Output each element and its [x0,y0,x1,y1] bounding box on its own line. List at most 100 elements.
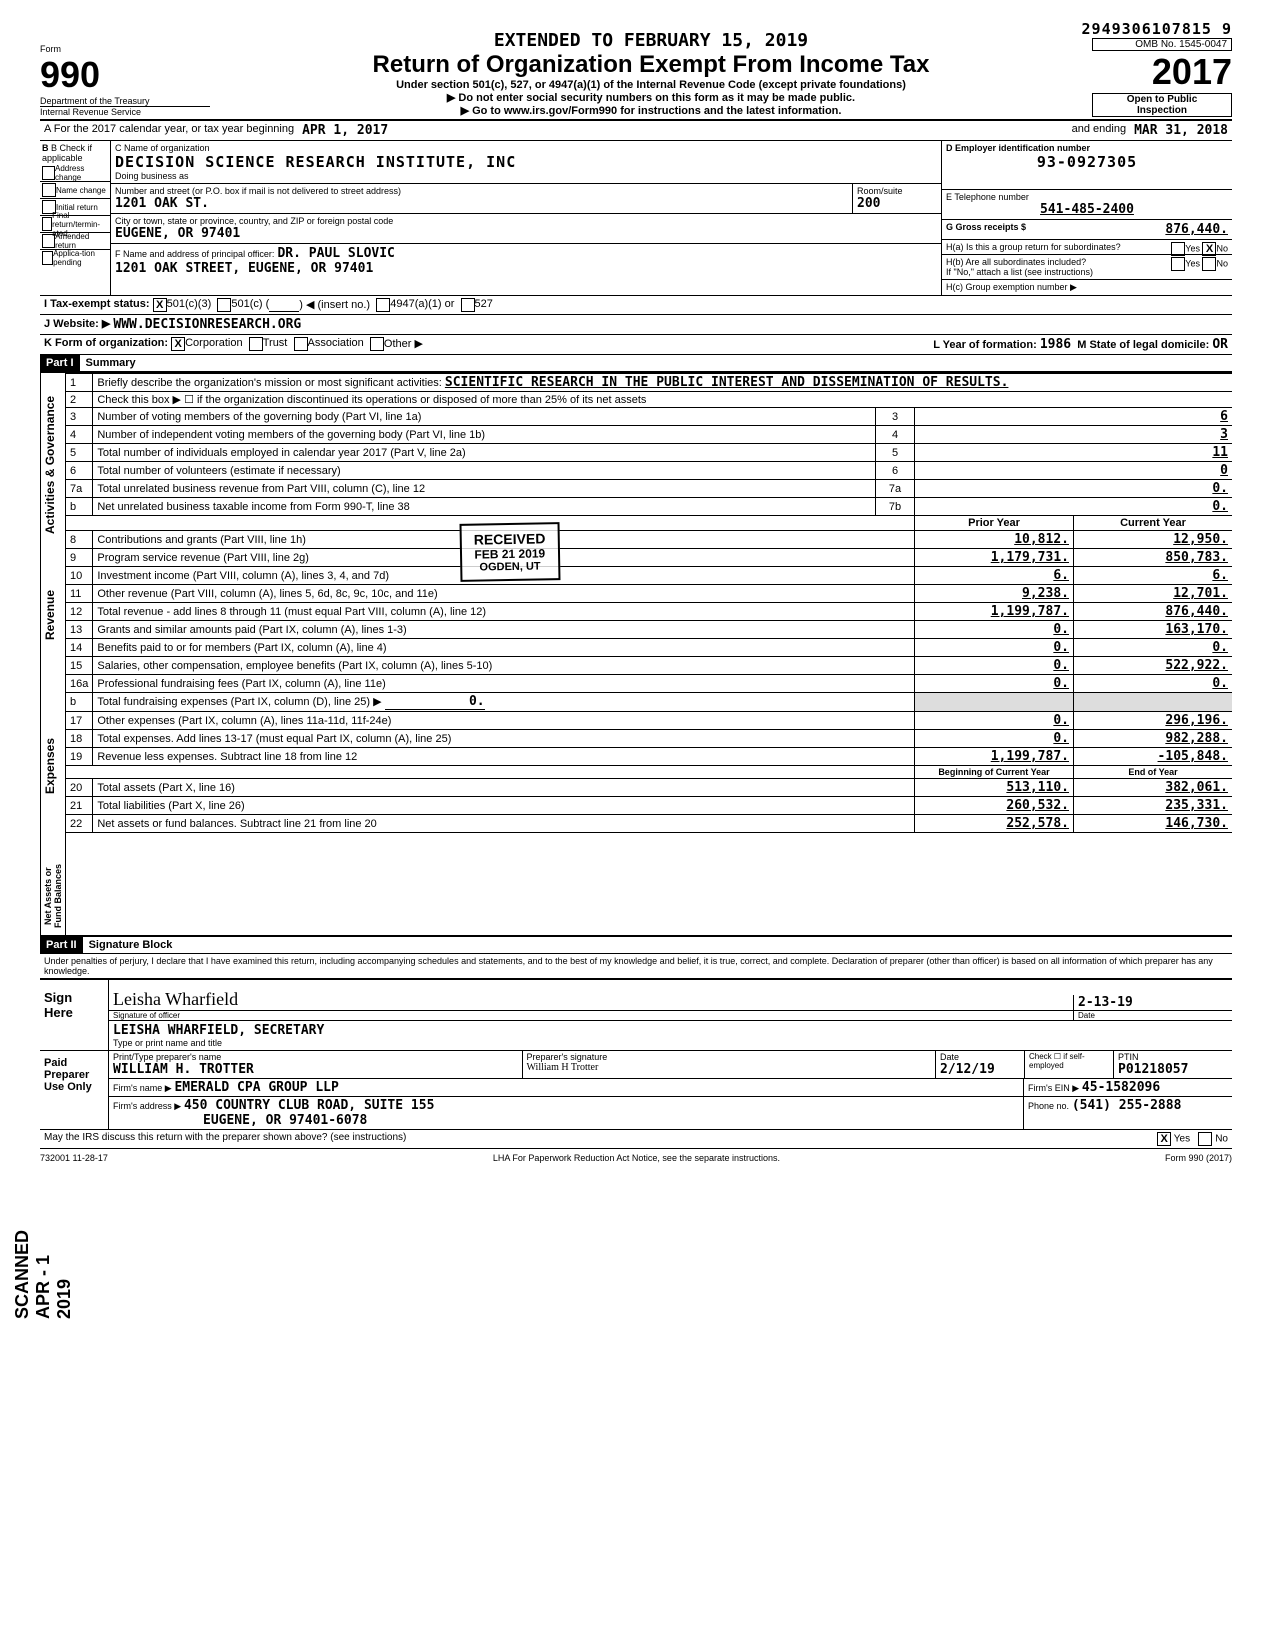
side-expenses: Expenses [40,674,65,857]
row-val: 6 [915,408,1233,426]
part-ii-title: Part II [40,937,83,953]
chk-address-change[interactable] [42,166,55,180]
row-prior: 0. [915,639,1074,657]
row-curr: 146,730. [1074,815,1233,833]
row-label: Number of voting members of the governin… [93,408,876,426]
chk-name-change[interactable] [42,183,56,197]
addr-label: Number and street (or P.O. box if mail i… [115,186,848,196]
row-curr: 0. [1074,639,1233,657]
part-ii-header: Part II Signature Block [40,935,1232,954]
prep-date: 2/12/19 [940,1062,1020,1077]
exp-row: 19Revenue less expenses. Subtract line 1… [66,748,1232,766]
gov-row: bNet unrelated business taxable income f… [66,498,1232,516]
telephone: 541-485-2400 [946,202,1228,217]
perjury-statement: Under penalties of perjury, I declare th… [40,954,1232,978]
row-label: Benefits paid to or for members (Part IX… [93,639,915,657]
row-curr: 296,196. [1074,712,1233,730]
rev-row: 10Investment income (Part VIII, column (… [66,567,1232,585]
stamp-received: RECEIVED [474,530,546,547]
officer-address: 1201 OAK STREET, EUGENE, OR 97401 [115,261,373,276]
chk-final-return[interactable] [42,217,52,231]
signature-block: Sign Here Leisha Wharfield 2-13-19 Signa… [40,978,1232,1149]
opt-assoc: Association [308,337,364,352]
prep-sig-label: Preparer's signature [527,1052,932,1062]
period-begin: APR 1, 2017 [302,123,388,138]
street-address: 1201 OAK ST. [115,196,848,211]
col-d: D Employer identification number 93-0927… [942,141,1232,295]
line-2: Check this box ▶ ☐ if the organization d… [93,392,1232,408]
ha-no: No [1216,243,1228,253]
year-formation: 1986 [1040,337,1071,352]
row-prior: 1,199,787. [915,603,1074,621]
line-k: K Form of organization: XCorporation Tru… [40,335,1232,355]
chk-4947[interactable] [376,298,390,312]
ptin-label: PTIN [1118,1052,1228,1062]
m-label: M State of legal domicile: [1077,339,1209,351]
ha-label: H(a) Is this a group return for subordin… [946,242,1121,252]
row-label: Other revenue (Part VIII, column (A), li… [93,585,915,603]
row-label: Total revenue - add lines 8 through 11 (… [93,603,915,621]
gov-row: 6Total number of volunteers (estimate if… [66,462,1232,480]
hb-yes-chk[interactable] [1171,257,1185,271]
ha-no-chk[interactable]: X [1202,242,1216,256]
row-label: Professional fundraising fees (Part IX, … [93,675,915,693]
gov-row: 4Number of independent voting members of… [66,426,1232,444]
chk-application-pending[interactable] [42,251,53,265]
col-boy: Beginning of Current Year [915,766,1074,779]
discuss-yes-chk[interactable]: X [1157,1132,1171,1146]
row-val: 0. [915,480,1233,498]
net-row: 22Net assets or fund balances. Subtract … [66,815,1232,833]
chk-trust[interactable] [249,337,263,351]
self-emp: Check ☐ if self-employed [1025,1051,1114,1078]
row-val: 3 [915,426,1233,444]
footer-left: 732001 11-28-17 [40,1153,108,1163]
chk-assoc[interactable] [294,337,308,351]
hb-label: H(b) Are all subordinates included? [946,257,1086,267]
ha-yes-chk[interactable] [1171,242,1185,256]
dba-label: Doing business as [115,171,937,181]
firm-phone: (541) 255-2888 [1072,1098,1182,1113]
row-box: 7a [876,480,915,498]
discuss-no: No [1215,1134,1228,1145]
gov-row: 3Number of voting members of the governi… [66,408,1232,426]
row-prior: 9,238. [915,585,1074,603]
hb-no-chk[interactable] [1202,257,1216,271]
chk-amended-return[interactable] [42,234,55,248]
row-box: 7b [876,498,915,516]
chk-other[interactable] [370,337,384,351]
row-label: Total assets (Part X, line 16) [93,779,915,797]
title-block: EXTENDED TO FEBRUARY 15, 2019 Return of … [210,30,1092,117]
c-name-label: C Name of organization [115,143,937,153]
rev-row: 9Program service revenue (Part VIII, lin… [66,549,1232,567]
form-number: 990 [40,54,210,96]
row-prior: 1,199,787. [915,748,1074,766]
firm-addr1: 450 COUNTRY CLUB ROAD, SUITE 155 [184,1098,434,1113]
row-prior: 0. [915,730,1074,748]
k-label: K Form of organization: [44,337,168,352]
summary-table: 1 Briefly describe the organization's mi… [66,373,1232,833]
row-label: Grants and similar amounts paid (Part IX… [93,621,915,639]
row-curr: 163,170. [1074,621,1233,639]
chk-501c3[interactable]: X [153,298,167,312]
officer-signature: Leisha Wharfield [113,989,1069,1010]
opt-other: Other ▶ [384,337,423,352]
chk-corp[interactable]: X [171,337,185,351]
ptin: P01218057 [1118,1062,1228,1077]
website: WWW.DECISIONRESEARCH.ORG [113,317,301,332]
state-domicile: OR [1212,337,1228,352]
officer-name-title: LEISHA WHARFIELD, SECRETARY [113,1023,1228,1038]
exp-row: 14Benefits paid to or for members (Part … [66,639,1232,657]
irs-label: Internal Revenue Service [40,106,210,117]
dept-label: Department of the Treasury [40,96,210,106]
prep-name-label: Print/Type preparer's name [113,1052,518,1062]
omb-number: OMB No. 1545-0047 [1092,38,1232,51]
chk-501c[interactable] [217,298,231,312]
chk-527[interactable] [461,298,475,312]
col-curr: Current Year [1074,516,1233,531]
line-a: A For the 2017 calendar year, or tax yea… [40,121,1232,141]
sign-here-label: Sign Here [40,980,109,1050]
row-prior: 260,532. [915,797,1074,815]
row-label: Total liabilities (Part X, line 26) [93,797,915,815]
discuss-no-chk[interactable] [1198,1132,1212,1146]
row-label: Revenue less expenses. Subtract line 18 … [93,748,915,766]
